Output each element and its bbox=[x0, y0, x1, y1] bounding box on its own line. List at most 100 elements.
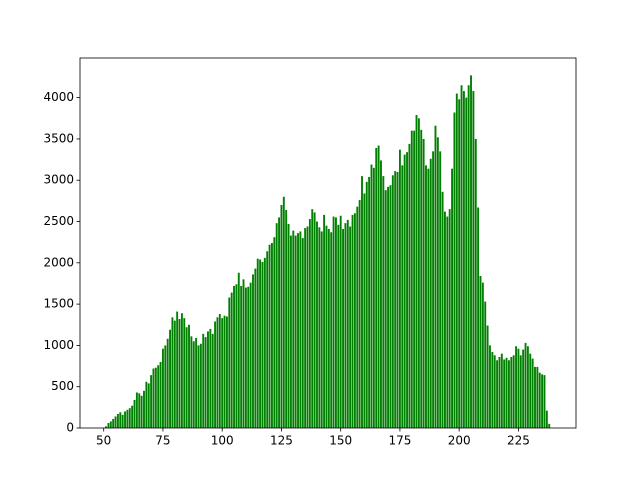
bar bbox=[266, 251, 269, 428]
bar bbox=[406, 152, 408, 428]
bar bbox=[159, 361, 162, 428]
bar bbox=[223, 315, 226, 428]
bar bbox=[204, 337, 207, 428]
bar bbox=[311, 209, 314, 428]
bar bbox=[107, 423, 110, 428]
bar bbox=[496, 360, 499, 428]
bar bbox=[178, 318, 181, 428]
bar bbox=[105, 426, 108, 428]
bar bbox=[225, 316, 228, 428]
bar bbox=[327, 228, 330, 428]
bar bbox=[228, 297, 231, 428]
bar bbox=[453, 112, 456, 429]
bar bbox=[548, 423, 551, 428]
bar bbox=[370, 164, 373, 429]
bar bbox=[420, 129, 423, 429]
bar bbox=[282, 196, 285, 428]
bar bbox=[427, 168, 430, 428]
bar bbox=[299, 231, 302, 428]
bar bbox=[422, 138, 425, 428]
bar bbox=[316, 221, 318, 428]
bar bbox=[515, 346, 517, 428]
bar bbox=[325, 225, 328, 428]
y-tick-label: 2000 bbox=[43, 255, 74, 269]
bar bbox=[199, 343, 202, 428]
bar bbox=[126, 409, 129, 428]
bar bbox=[481, 282, 484, 428]
x-tick-label: 175 bbox=[388, 434, 411, 448]
bar bbox=[334, 217, 337, 428]
bar bbox=[410, 130, 413, 428]
bar bbox=[339, 215, 342, 428]
bar bbox=[451, 168, 454, 428]
bar bbox=[529, 353, 532, 428]
bar bbox=[484, 301, 487, 428]
bar bbox=[280, 205, 283, 428]
bar bbox=[207, 331, 209, 428]
bar bbox=[356, 206, 359, 428]
bar bbox=[161, 348, 164, 428]
bar bbox=[318, 227, 321, 428]
y-tick-label: 500 bbox=[51, 379, 74, 393]
bar bbox=[263, 257, 266, 428]
bar bbox=[164, 345, 167, 428]
bar bbox=[304, 228, 307, 428]
bar bbox=[531, 358, 534, 428]
bar bbox=[237, 272, 240, 428]
bar bbox=[173, 320, 176, 428]
bar bbox=[109, 421, 112, 428]
bar bbox=[121, 414, 124, 428]
bar bbox=[368, 176, 371, 428]
bar bbox=[313, 212, 316, 428]
bar bbox=[287, 224, 290, 428]
bar bbox=[140, 395, 143, 428]
bar bbox=[221, 318, 224, 428]
bar bbox=[460, 85, 463, 429]
bar bbox=[377, 145, 380, 428]
y-tick-label: 4000 bbox=[43, 90, 74, 104]
bar bbox=[157, 365, 160, 428]
bar bbox=[448, 209, 451, 428]
bar bbox=[145, 381, 148, 428]
bar bbox=[462, 91, 465, 429]
bar bbox=[150, 375, 153, 428]
bar bbox=[306, 226, 309, 428]
bar bbox=[346, 219, 349, 428]
bar bbox=[285, 209, 288, 428]
bar bbox=[408, 143, 411, 428]
bar bbox=[337, 224, 340, 428]
bar bbox=[271, 243, 273, 428]
bar bbox=[330, 232, 333, 428]
bar bbox=[119, 412, 122, 428]
bar bbox=[432, 151, 435, 428]
bar bbox=[398, 149, 401, 428]
bar bbox=[429, 158, 432, 429]
bar bbox=[403, 154, 406, 429]
x-tick-label: 100 bbox=[211, 434, 234, 448]
bar bbox=[465, 97, 468, 429]
bar bbox=[538, 372, 541, 428]
bar bbox=[524, 342, 527, 428]
bar bbox=[391, 175, 394, 428]
bar bbox=[396, 171, 399, 429]
bar bbox=[361, 176, 363, 428]
bar bbox=[147, 383, 150, 428]
x-tick-label: 75 bbox=[155, 434, 170, 448]
bar bbox=[479, 276, 482, 428]
bar bbox=[252, 274, 254, 428]
bar bbox=[171, 317, 174, 428]
bar bbox=[278, 217, 281, 428]
bar bbox=[247, 286, 250, 428]
bar bbox=[188, 324, 190, 428]
bar bbox=[133, 399, 136, 428]
bar bbox=[294, 235, 297, 428]
y-tick-label: 0 bbox=[66, 421, 74, 435]
bar bbox=[183, 318, 186, 428]
bar bbox=[209, 328, 212, 428]
bar bbox=[273, 237, 276, 428]
bar bbox=[143, 390, 145, 428]
y-tick-label: 2500 bbox=[43, 214, 74, 228]
bar bbox=[434, 125, 437, 429]
bar bbox=[441, 191, 444, 428]
bar bbox=[131, 405, 134, 428]
